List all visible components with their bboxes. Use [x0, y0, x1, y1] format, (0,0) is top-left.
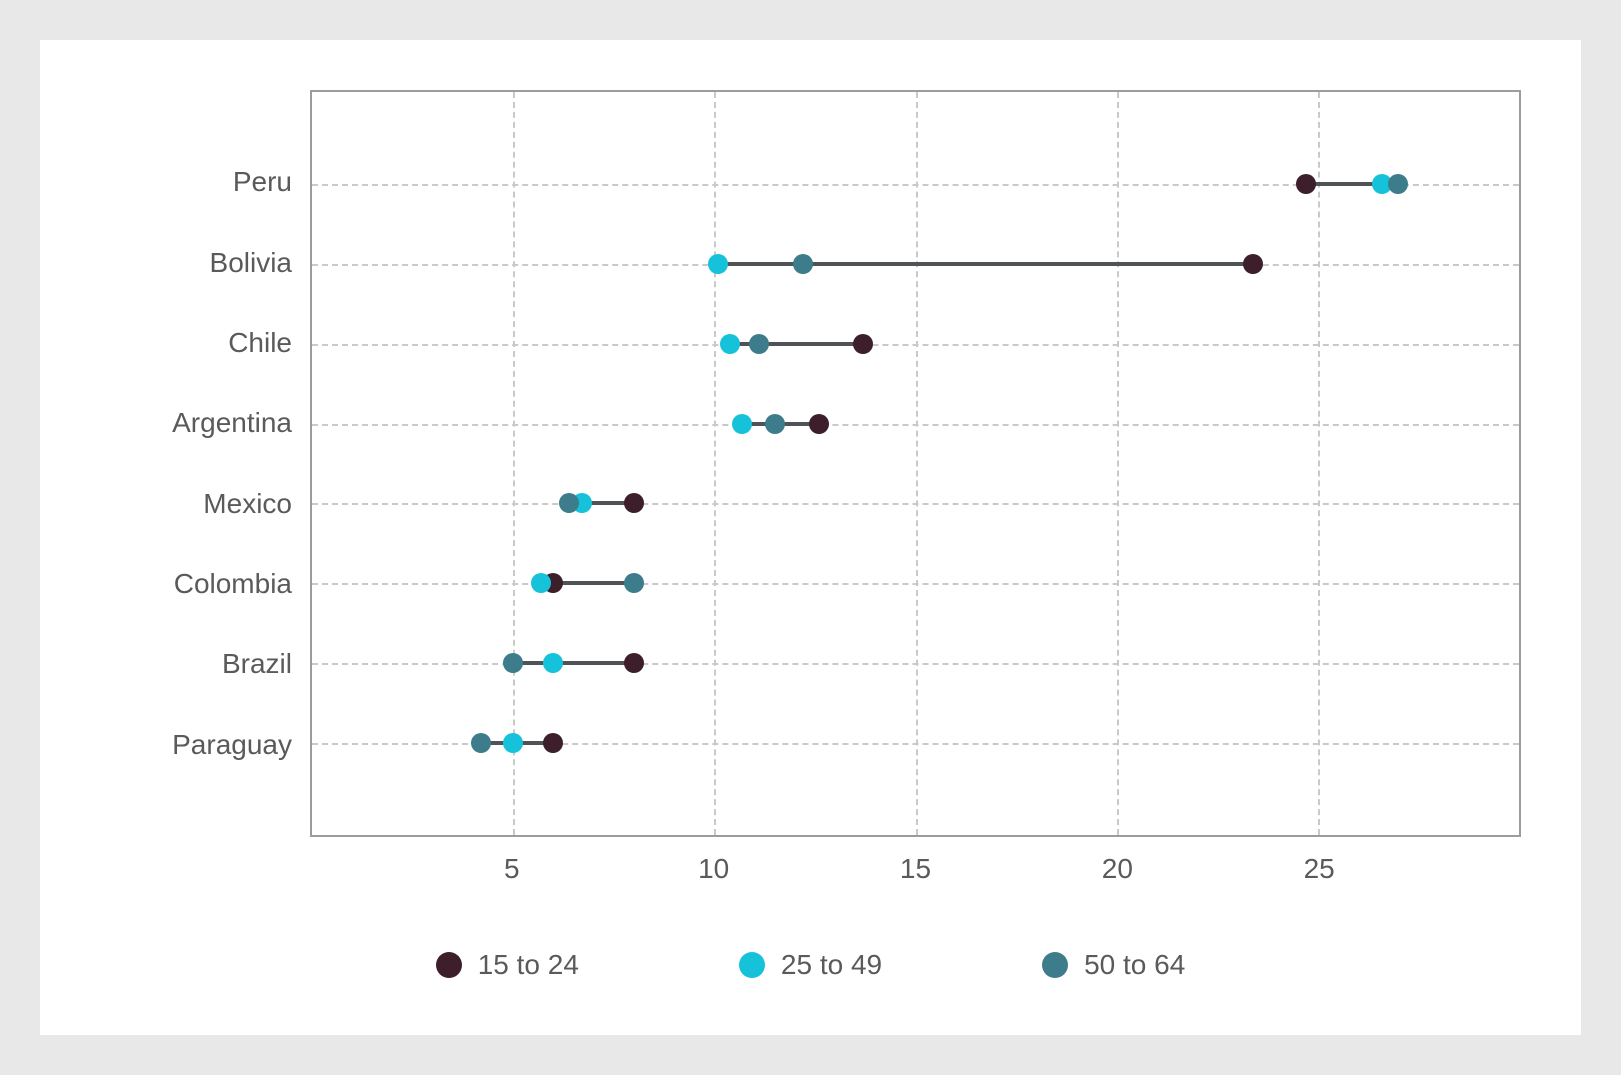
data-point — [543, 733, 563, 753]
data-point — [503, 733, 523, 753]
data-point — [471, 733, 491, 753]
data-point — [732, 414, 752, 434]
data-point — [765, 414, 785, 434]
gridline-vertical — [714, 92, 716, 835]
y-tick-label: Brazil — [222, 648, 292, 680]
legend-swatch — [436, 952, 462, 978]
x-axis-spacer — [100, 837, 310, 907]
gridline-horizontal — [312, 663, 1519, 665]
y-tick-label: Peru — [233, 166, 292, 198]
x-tick-label: 25 — [1304, 853, 1335, 885]
data-point — [1243, 254, 1263, 274]
data-point — [749, 334, 769, 354]
y-tick-label: Colombia — [174, 568, 292, 600]
y-tick-label: Argentina — [172, 407, 292, 439]
legend-label: 50 to 64 — [1084, 949, 1185, 981]
y-tick-label: Paraguay — [172, 729, 292, 761]
x-tick-label: 15 — [900, 853, 931, 885]
data-point — [1296, 174, 1316, 194]
legend-item: 15 to 24 — [436, 949, 579, 981]
chart-card: Peru Bolivia Chile Argentina Mexico Colombia B… — [40, 40, 1581, 1035]
y-tick-label: Bolivia — [210, 247, 292, 279]
gridline-vertical — [916, 92, 918, 835]
gridline-vertical — [513, 92, 515, 835]
x-tick-label: 10 — [698, 853, 729, 885]
legend-swatch — [739, 952, 765, 978]
chart-wrap: Peru Bolivia Chile Argentina Mexico Colombia B… — [100, 90, 1521, 995]
y-axis-labels: Peru Bolivia Chile Argentina Mexico Colombia B… — [100, 90, 310, 837]
range-connector — [513, 661, 634, 665]
gridline-horizontal — [312, 344, 1519, 346]
data-point — [503, 653, 523, 673]
data-point — [531, 573, 551, 593]
data-point — [809, 414, 829, 434]
data-point — [793, 254, 813, 274]
legend-swatch — [1042, 952, 1068, 978]
gridline-horizontal — [312, 503, 1519, 505]
y-tick-label: Chile — [228, 327, 292, 359]
gridline-vertical — [1117, 92, 1119, 835]
x-axis-ticks: 5 10 15 20 25 — [310, 837, 1521, 907]
data-point — [624, 493, 644, 513]
x-tick-label: 20 — [1102, 853, 1133, 885]
legend-label: 25 to 49 — [781, 949, 882, 981]
data-point — [624, 653, 644, 673]
legend-item: 50 to 64 — [1042, 949, 1185, 981]
data-point — [559, 493, 579, 513]
y-tick-label: Mexico — [203, 488, 292, 520]
x-axis: 5 10 15 20 25 — [100, 837, 1521, 907]
gridline-horizontal — [312, 424, 1519, 426]
data-point — [543, 653, 563, 673]
data-point — [853, 334, 873, 354]
legend-item: 25 to 49 — [739, 949, 882, 981]
page-outer: Peru Bolivia Chile Argentina Mexico Colombia B… — [0, 0, 1621, 1075]
gridline-horizontal — [312, 583, 1519, 585]
data-point — [708, 254, 728, 274]
plot-row: Peru Bolivia Chile Argentina Mexico Colombia B… — [100, 90, 1521, 837]
data-point — [1388, 174, 1408, 194]
data-point — [624, 573, 644, 593]
x-tick-label: 5 — [504, 853, 520, 885]
legend-label: 15 to 24 — [478, 949, 579, 981]
gridline-vertical — [1318, 92, 1320, 835]
plot-area — [310, 90, 1521, 837]
legend: 15 to 24 25 to 49 50 to 64 — [100, 935, 1521, 995]
data-point — [720, 334, 740, 354]
